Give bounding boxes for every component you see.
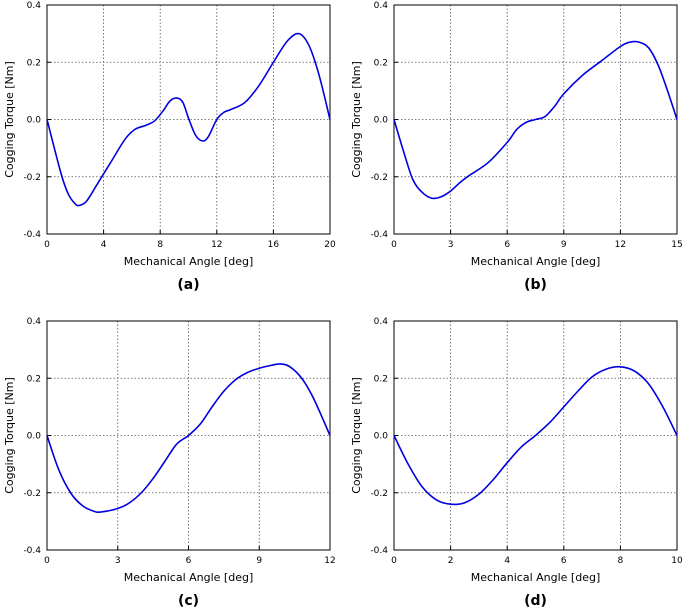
- x-axis-label: Mechanical Angle [deg]: [124, 255, 254, 268]
- chart-panel: 0 3 6 9 12 -0.4 -0.2 0.0 0.2 0.4 Mechanical Angle …: [3, 317, 336, 609]
- x-tick-label: 4: [101, 240, 107, 250]
- y-tick-label: 0.2: [27, 374, 41, 384]
- panel-label: (d): [524, 593, 547, 609]
- x-tick-label: 3: [115, 556, 121, 566]
- x-tick-label: 6: [504, 240, 510, 250]
- x-tick-label: 10: [671, 556, 683, 566]
- panel-label: (b): [524, 277, 547, 293]
- x-tick-label: 9: [256, 556, 262, 566]
- y-tick-label: 0.2: [374, 374, 388, 384]
- x-tick-label: 0: [44, 240, 50, 250]
- y-tick-label: -0.2: [23, 489, 41, 499]
- x-tick-label: 2: [448, 556, 454, 566]
- x-tick-label: 15: [671, 240, 682, 250]
- cogging-torque-line: [393, 365, 678, 506]
- y-axis-label: Cogging Torque [Nm]: [3, 61, 16, 178]
- chart-panel: 0 3 6 9 12 15 -0.4 -0.2 0.0 0.2 0.4 Mechanical Angl…: [350, 1, 683, 293]
- x-tick-label: 0: [44, 556, 50, 566]
- y-axis-label: Cogging Torque [Nm]: [350, 377, 363, 494]
- x-tick-label: 12: [615, 240, 626, 250]
- x-tick-label: 8: [157, 240, 163, 250]
- x-tick-label: 3: [448, 240, 454, 250]
- y-tick-label: -0.2: [23, 173, 41, 183]
- y-tick-label: -0.4: [370, 546, 388, 556]
- x-tick-label: 0: [391, 240, 397, 250]
- y-axis-label: Cogging Torque [Nm]: [350, 61, 363, 178]
- cogging-torque-line: [393, 40, 678, 200]
- cogging-torque-line: [46, 32, 331, 207]
- y-tick-label: 0.2: [27, 58, 41, 68]
- x-tick-label: 20: [324, 240, 336, 250]
- y-axis-label: Cogging Torque [Nm]: [3, 377, 16, 494]
- x-tick-label: 12: [324, 556, 335, 566]
- y-tick-label: -0.2: [370, 489, 388, 499]
- x-tick-label: 4: [504, 556, 510, 566]
- y-tick-label: -0.4: [370, 230, 388, 240]
- y-tick-label: 0.0: [374, 116, 389, 126]
- x-tick-label: 6: [186, 556, 192, 566]
- y-tick-label: 0.2: [374, 58, 388, 68]
- y-tick-label: -0.2: [370, 173, 388, 183]
- y-tick-label: 0.0: [27, 116, 42, 126]
- x-tick-label: 9: [561, 240, 567, 250]
- x-axis-label: Mechanical Angle [deg]: [124, 571, 254, 584]
- panel-label: (c): [178, 593, 199, 609]
- y-tick-label: 0.4: [374, 1, 389, 11]
- x-tick-label: 16: [268, 240, 280, 250]
- x-tick-label: 6: [561, 556, 567, 566]
- y-tick-label: -0.4: [23, 230, 41, 240]
- x-tick-label: 12: [211, 240, 222, 250]
- x-axis-label: Mechanical Angle [deg]: [471, 255, 601, 268]
- y-tick-label: 0.0: [374, 432, 389, 442]
- chart-panel: 0 4 8 12 16 20 -0.4 -0.2 0.0 0.2 0.4 Mechanical Ang…: [3, 1, 336, 293]
- chart-panel: 0 2 4 6 8 10 -0.4 -0.2 0.0 0.2 0.4 Mechanical Angle…: [350, 317, 683, 609]
- y-tick-label: 0.4: [374, 317, 389, 327]
- x-tick-label: 0: [391, 556, 397, 566]
- cogging-torque-line: [46, 363, 331, 514]
- x-axis-label: Mechanical Angle [deg]: [471, 571, 601, 584]
- x-tick-label: 8: [618, 556, 624, 566]
- panel-label: (a): [177, 277, 199, 293]
- y-tick-label: 0.4: [27, 1, 42, 11]
- y-tick-label: 0.4: [27, 317, 42, 327]
- y-tick-label: 0.0: [27, 432, 42, 442]
- y-tick-label: -0.4: [23, 546, 41, 556]
